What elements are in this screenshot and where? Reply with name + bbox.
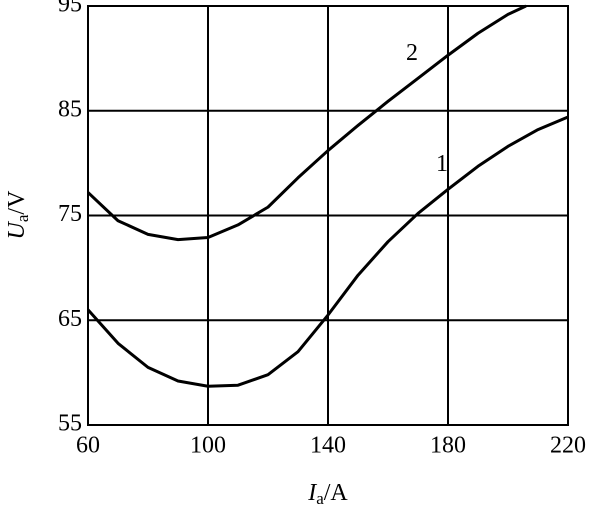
y-tick-label: 95 <box>58 0 82 18</box>
curve-label: 2 <box>406 40 418 66</box>
curve <box>86 4 527 242</box>
x-tick-label: 140 <box>310 433 346 459</box>
y-tick-label: 55 <box>58 411 82 437</box>
y-axis-label: Ua/V <box>4 190 32 240</box>
x-axis-label: Ia/A <box>307 480 348 508</box>
curve-label: 1 <box>436 151 448 177</box>
y-tick-label: 75 <box>58 201 82 227</box>
y-label-unit: /V <box>4 190 30 215</box>
x-tick-label: 60 <box>76 433 100 459</box>
y-label-subscript: a <box>13 214 32 222</box>
x-label-unit: /A <box>324 480 349 506</box>
x-tick-label: 100 <box>190 433 226 459</box>
y-tick-label: 85 <box>58 96 82 122</box>
x-tick-label: 220 <box>550 433 586 459</box>
x-tick-label: 180 <box>430 433 466 459</box>
y-label-symbol: U <box>4 220 30 239</box>
curve <box>86 115 569 388</box>
x-label-symbol: I <box>307 480 317 506</box>
x-label-subscript: a <box>316 489 324 508</box>
y-tick-label: 65 <box>58 306 82 332</box>
